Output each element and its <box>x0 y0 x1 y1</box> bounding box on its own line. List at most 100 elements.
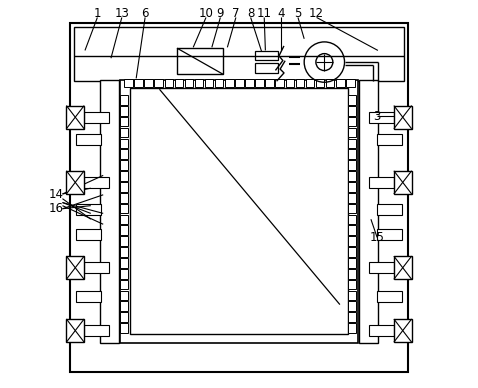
Text: 16: 16 <box>48 202 64 215</box>
Bar <box>76 134 101 145</box>
Bar <box>120 323 128 333</box>
Bar <box>120 312 128 322</box>
Bar <box>120 128 128 137</box>
Bar <box>348 312 356 322</box>
Bar <box>120 149 128 159</box>
Bar <box>285 79 294 87</box>
Bar <box>394 106 412 129</box>
Bar <box>66 256 84 279</box>
Bar <box>120 106 128 116</box>
Bar <box>70 23 408 372</box>
Bar <box>348 171 356 181</box>
Text: 9: 9 <box>217 7 224 20</box>
Bar <box>164 79 173 87</box>
Bar <box>154 79 163 87</box>
Bar <box>120 95 128 105</box>
Text: 13: 13 <box>114 7 129 20</box>
Bar <box>120 80 358 343</box>
Bar <box>348 95 356 105</box>
Bar <box>177 48 224 74</box>
Bar <box>120 193 128 203</box>
Text: 10: 10 <box>198 7 214 20</box>
Bar <box>124 79 133 87</box>
Bar <box>130 88 348 334</box>
Bar <box>84 325 109 336</box>
Text: 14: 14 <box>48 187 64 201</box>
Text: 8: 8 <box>247 7 254 20</box>
Bar <box>377 204 402 215</box>
Bar <box>76 229 101 240</box>
Bar <box>348 204 356 213</box>
Bar <box>348 291 356 300</box>
Bar <box>120 247 128 257</box>
Bar <box>174 79 183 87</box>
Text: 6: 6 <box>141 7 149 20</box>
Bar <box>306 79 314 87</box>
Bar <box>120 204 128 213</box>
Bar <box>346 79 355 87</box>
Text: 15: 15 <box>369 231 385 244</box>
Bar <box>377 291 402 302</box>
Bar <box>144 79 153 87</box>
Text: 7: 7 <box>232 7 239 20</box>
Bar <box>120 160 128 170</box>
Bar <box>348 106 356 116</box>
Bar <box>348 269 356 279</box>
Bar <box>134 79 143 87</box>
Bar <box>265 79 274 87</box>
Bar <box>369 262 394 273</box>
Bar <box>66 171 84 194</box>
Bar <box>76 204 101 215</box>
Bar <box>348 128 356 137</box>
Bar <box>394 256 412 279</box>
Bar <box>76 291 101 302</box>
Bar <box>348 247 356 257</box>
Bar <box>66 319 84 342</box>
Bar <box>255 79 264 87</box>
Bar <box>316 79 325 87</box>
Bar <box>120 258 128 268</box>
Bar <box>74 27 404 81</box>
Bar <box>348 182 356 192</box>
Bar <box>348 215 356 224</box>
Bar <box>120 280 128 289</box>
Bar <box>84 177 109 188</box>
Bar <box>225 79 234 87</box>
Bar <box>369 112 394 123</box>
Bar <box>185 79 193 87</box>
Text: 4: 4 <box>277 7 285 20</box>
Bar <box>394 171 412 194</box>
Bar <box>254 63 278 73</box>
Text: 12: 12 <box>309 7 324 20</box>
Bar <box>348 117 356 126</box>
Bar <box>66 106 84 129</box>
Bar <box>205 79 213 87</box>
Bar <box>120 171 128 181</box>
Bar <box>296 79 304 87</box>
Bar <box>245 79 254 87</box>
Bar <box>120 225 128 235</box>
Bar <box>348 149 356 159</box>
Bar <box>326 79 335 87</box>
Text: 11: 11 <box>257 7 272 20</box>
Bar <box>369 325 394 336</box>
Bar <box>215 79 224 87</box>
Bar <box>195 79 203 87</box>
Bar <box>348 323 356 333</box>
Bar <box>84 262 109 273</box>
Bar <box>369 177 394 188</box>
Bar <box>84 112 109 123</box>
Bar <box>348 258 356 268</box>
Bar <box>275 79 284 87</box>
Bar <box>348 193 356 203</box>
Bar <box>120 117 128 126</box>
Bar <box>359 80 378 343</box>
Bar <box>377 134 402 145</box>
Bar <box>254 51 278 60</box>
Bar <box>348 225 356 235</box>
Text: 1: 1 <box>94 7 101 20</box>
Bar <box>120 215 128 224</box>
Bar <box>235 79 244 87</box>
Bar <box>348 139 356 148</box>
Bar <box>336 79 345 87</box>
